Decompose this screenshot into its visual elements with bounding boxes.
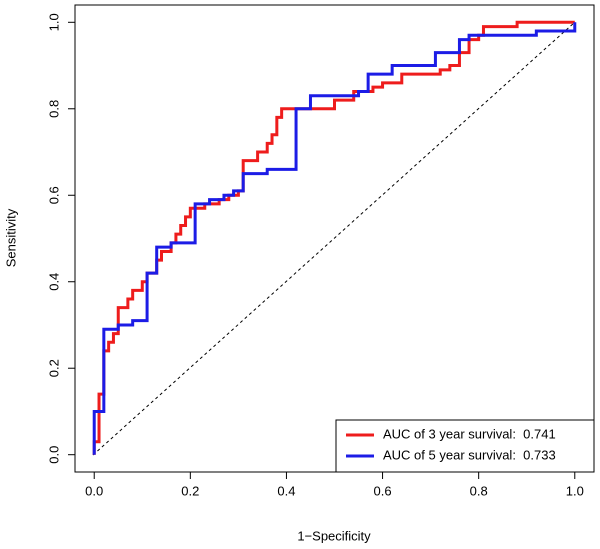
roc-curve <box>92 22 577 455</box>
x-tick-label: 0.6 <box>374 483 392 498</box>
x-tick-label: 0.2 <box>181 483 199 498</box>
x-axis-label: 1−Specificity <box>297 528 371 543</box>
y-tick-label: 0.0 <box>46 446 61 464</box>
x-tick-label: 1.0 <box>566 483 584 498</box>
y-tick-label: 0.8 <box>46 100 61 118</box>
x-tick-label: 0.4 <box>277 483 295 498</box>
y-tick-label: 0.6 <box>46 186 61 204</box>
y-axis-label: Sensitivity <box>3 208 18 267</box>
legend-label: AUC of 5 year survival: 0.733 <box>383 447 556 462</box>
y-tick-label: 0.4 <box>46 273 61 291</box>
x-tick-label: 0.8 <box>470 483 488 498</box>
reference-diagonal <box>92 21 576 456</box>
y-tick-label: 1.0 <box>46 13 61 31</box>
legend-label: AUC of 3 year survival: 0.741 <box>383 426 556 441</box>
x-tick-label: 0.0 <box>85 483 103 498</box>
y-tick-label: 0.2 <box>46 359 61 377</box>
legend-box <box>335 419 595 473</box>
